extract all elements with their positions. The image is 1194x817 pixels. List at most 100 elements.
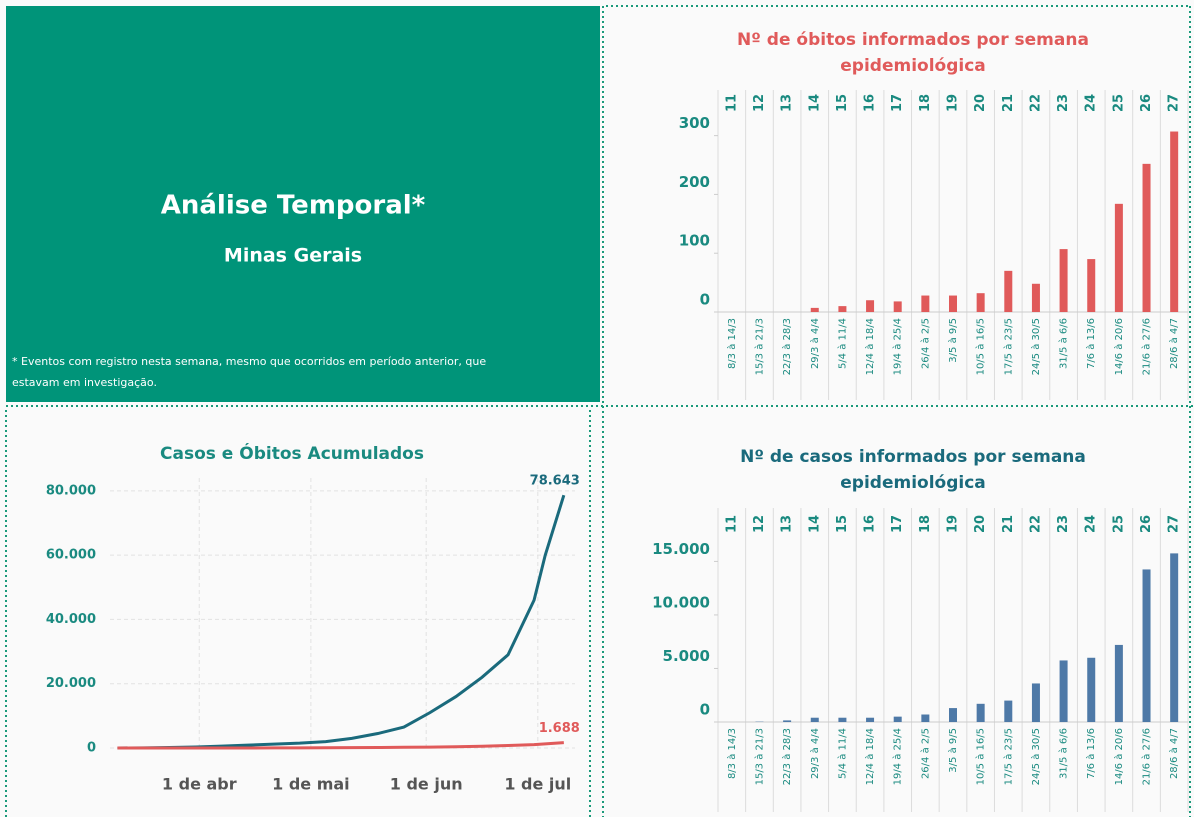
range-label: 29/3 à 4/4 [809, 318, 821, 369]
bar [1004, 700, 1013, 722]
week-label: 16 [863, 94, 878, 112]
range-label: 31/5 à 6/6 [1058, 318, 1070, 369]
week-label: 15 [835, 94, 850, 112]
range-label: 12/4 à 18/4 [864, 318, 876, 375]
range-label: 31/5 à 6/6 [1058, 728, 1070, 779]
bar [838, 717, 847, 722]
header-note: * Eventos com registro nesta semana, mes… [12, 355, 486, 368]
range-label: 19/4 à 25/4 [892, 318, 904, 375]
range-label: 12/4 à 18/4 [864, 728, 876, 785]
week-label: 17 [890, 515, 905, 533]
range-label: 29/3 à 4/4 [809, 728, 821, 779]
y-tick-label: 100 [679, 232, 710, 250]
range-label: 21/6 à 27/6 [1141, 728, 1153, 785]
week-label: 26 [1139, 94, 1154, 112]
bar [1059, 660, 1068, 722]
bar [1114, 644, 1123, 722]
range-label: 24/5 à 30/5 [1030, 728, 1042, 785]
bar [1142, 163, 1151, 312]
y-tick-label: 200 [679, 173, 710, 191]
week-label: 14 [807, 515, 822, 533]
week-label: 20 [973, 515, 988, 533]
y-tick-label: 15.000 [652, 540, 710, 558]
y-tick-label: 40.000 [46, 612, 96, 627]
y-tick-label: 0 [700, 701, 710, 719]
chart-title: epidemiológica [840, 473, 986, 493]
chart-title: epidemiológica [840, 56, 986, 76]
week-label: 13 [780, 515, 795, 533]
week-label: 23 [1056, 515, 1071, 533]
week-label: 21 [1001, 94, 1016, 112]
range-label: 3/5 à 9/5 [947, 728, 959, 773]
range-label: 17/5 à 23/5 [1002, 318, 1014, 375]
week-label: 18 [918, 94, 933, 112]
bar [810, 307, 819, 312]
week-label: 19 [946, 515, 961, 533]
bar [866, 717, 875, 722]
range-label: 10/5 à 16/5 [975, 728, 987, 785]
week-label: 14 [807, 94, 822, 112]
y-tick-label: 80.000 [46, 483, 96, 498]
range-label: 24/5 à 30/5 [1030, 318, 1042, 375]
y-tick-label: 10.000 [652, 593, 710, 611]
week-label: 18 [918, 515, 933, 533]
week-label: 12 [752, 515, 767, 533]
week-label: 21 [1001, 515, 1016, 533]
bar [893, 716, 902, 722]
bar [810, 717, 819, 722]
chart-title: Casos e Óbitos Acumulados [160, 442, 424, 464]
week-label: 22 [1028, 515, 1043, 533]
header-subtitle: Minas Gerais [224, 245, 362, 267]
bar [866, 300, 875, 312]
value-label: 1.688 [539, 721, 580, 736]
bar [976, 293, 985, 312]
x-tick-label: 1 de jul [504, 775, 571, 794]
week-label: 25 [1111, 515, 1126, 533]
x-tick-label: 1 de abr [162, 775, 237, 794]
week-label: 25 [1111, 94, 1126, 112]
chart-title: Nº de óbitos informados por semana [737, 30, 1089, 50]
week-label: 19 [946, 94, 961, 112]
week-label: 23 [1056, 94, 1071, 112]
week-label: 15 [835, 515, 850, 533]
y-tick-label: 0 [700, 291, 710, 309]
line [117, 741, 564, 750]
week-label: 22 [1028, 94, 1043, 112]
range-label: 5/4 à 11/4 [836, 728, 848, 779]
bar [1114, 203, 1123, 312]
y-tick-label: 300 [679, 114, 710, 132]
week-label: 27 [1167, 515, 1182, 533]
bar [1170, 553, 1179, 722]
week-label: 27 [1167, 94, 1182, 112]
range-label: 26/4 à 2/5 [919, 318, 931, 369]
y-tick-label: 5.000 [663, 647, 710, 665]
week-label: 11 [724, 94, 739, 112]
x-tick-label: 1 de jun [390, 775, 463, 794]
range-label: 28/6 à 4/7 [1168, 318, 1180, 369]
value-label: 78.643 [530, 474, 580, 489]
week-label: 12 [752, 94, 767, 112]
y-tick-label: 20.000 [46, 676, 96, 691]
header-note: estavam em investigação. [12, 376, 157, 389]
week-label: 17 [890, 94, 905, 112]
range-label: 22/3 à 28/3 [781, 728, 793, 785]
week-label: 24 [1084, 94, 1099, 112]
header-title: Análise Temporal* [161, 191, 426, 221]
range-label: 14/6 à 20/6 [1113, 728, 1125, 785]
bar [1059, 249, 1068, 312]
range-label: 8/3 à 14/3 [726, 318, 738, 369]
week-label: 26 [1139, 515, 1154, 533]
bar [921, 714, 930, 722]
bar [949, 708, 957, 722]
week-label: 20 [973, 94, 988, 112]
bar [1031, 283, 1040, 312]
bar [921, 295, 930, 312]
range-label: 26/4 à 2/5 [919, 728, 931, 779]
week-label: 13 [780, 94, 795, 112]
range-label: 21/6 à 27/6 [1141, 318, 1153, 375]
chart-title: Nº de casos informados por semana [740, 447, 1086, 467]
week-label: 16 [863, 515, 878, 533]
bar [838, 306, 847, 312]
week-label: 11 [724, 515, 739, 533]
y-tick-label: 60.000 [46, 548, 96, 563]
